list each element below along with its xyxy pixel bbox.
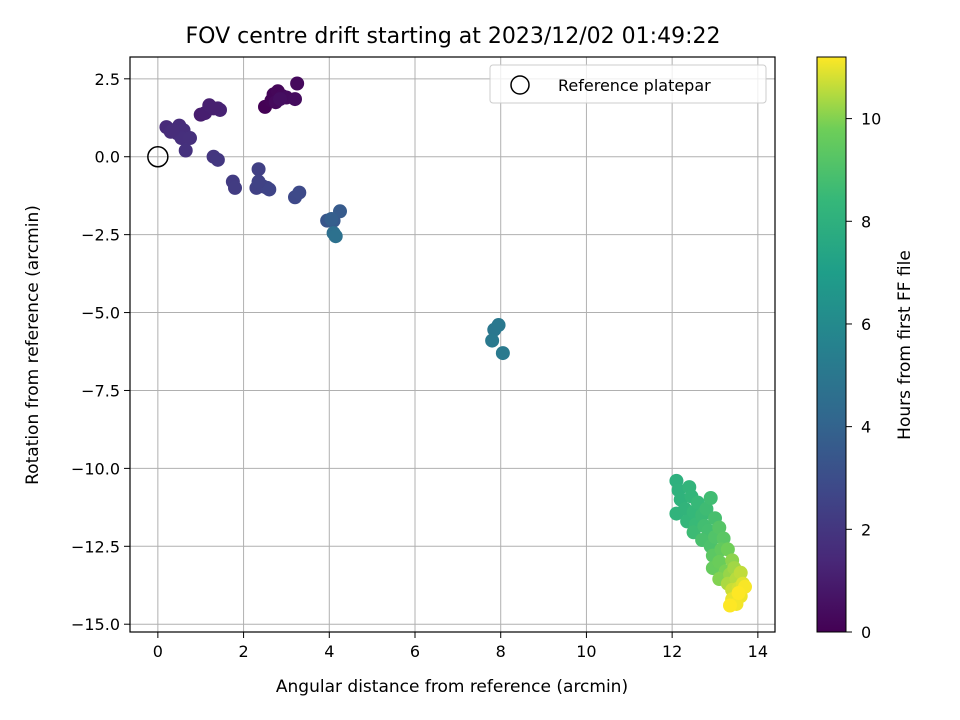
x-axis-label: Angular distance from reference (arcmin) xyxy=(276,677,628,697)
data-point xyxy=(723,598,737,613)
legend: Reference platepar xyxy=(489,64,767,104)
data-point xyxy=(328,229,343,244)
grid xyxy=(130,57,775,632)
chart-title: FOV centre drift starting at 2023/12/02 … xyxy=(186,24,721,49)
data-point xyxy=(288,92,302,107)
x-tick-label: 0 xyxy=(153,642,163,661)
colorbar-label: Hours from first FF file xyxy=(895,250,915,440)
x-tick-label: 14 xyxy=(748,642,768,661)
colorbar-tick-label: 2 xyxy=(861,520,871,539)
reference-marker-group xyxy=(147,145,169,168)
colorbar-gradient xyxy=(817,57,846,632)
y-tick-label: 0.0 xyxy=(95,148,120,167)
x-tick-label: 8 xyxy=(496,642,506,661)
y-tick-label: −12.5 xyxy=(71,537,120,556)
data-point xyxy=(716,531,731,546)
reference-platepar-marker xyxy=(147,145,169,168)
x-tick-label: 4 xyxy=(324,642,334,661)
x-tick-label: 6 xyxy=(410,642,420,661)
y-tick-label: −5.0 xyxy=(81,304,120,323)
data-point xyxy=(495,346,510,361)
data-points xyxy=(159,76,752,613)
colorbar-ticks: 0 2 4 6 8 10 xyxy=(846,110,881,642)
data-point xyxy=(183,131,197,146)
data-point xyxy=(262,182,277,197)
y-tick-label: −2.5 xyxy=(81,226,120,245)
data-point xyxy=(731,586,746,601)
x-axis-ticks: 0 2 4 6 8 10 12 14 xyxy=(153,632,768,661)
y-tick-label: 2.5 xyxy=(95,70,120,89)
data-point xyxy=(178,143,193,158)
data-point xyxy=(324,212,339,227)
data-point xyxy=(165,123,180,138)
plot-frame xyxy=(129,56,776,633)
data-point xyxy=(206,101,221,116)
data-point xyxy=(251,174,266,189)
data-point xyxy=(712,520,727,535)
x-tick-label: 10 xyxy=(576,642,596,661)
y-axis-ticks: 2.5 0.0 −2.5 −5.0 −7.5 −10.0 −12.5 −15.0 xyxy=(71,70,130,634)
data-point xyxy=(703,490,718,505)
legend-reference-marker xyxy=(510,75,530,95)
colorbar-tick-label: 0 xyxy=(861,623,871,642)
data-point xyxy=(290,76,305,91)
data-point xyxy=(720,542,735,557)
colorbar-tick-label: 6 xyxy=(861,315,871,334)
data-point xyxy=(228,180,242,195)
data-point xyxy=(210,152,225,167)
y-tick-label: −7.5 xyxy=(81,381,120,400)
y-tick-label: −10.0 xyxy=(71,459,120,478)
data-point xyxy=(251,162,266,177)
legend-box xyxy=(489,64,767,104)
colorbar-frame xyxy=(816,56,847,633)
data-point xyxy=(292,185,307,200)
data-point xyxy=(491,318,506,333)
data-point xyxy=(733,565,748,580)
data-point xyxy=(485,333,500,348)
colorbar-tick-label: 8 xyxy=(861,212,871,231)
legend-label: Reference platepar xyxy=(558,76,711,95)
y-tick-label: −15.0 xyxy=(71,615,120,634)
x-tick-label: 12 xyxy=(662,642,682,661)
colorbar-tick-label: 10 xyxy=(861,110,881,129)
data-point xyxy=(273,92,287,107)
colorbar: 0 2 4 6 8 10 Hours from first FF file xyxy=(816,56,915,642)
x-tick-label: 2 xyxy=(238,642,248,661)
y-axis-label: Rotation from reference (arcmin) xyxy=(23,205,43,485)
colorbar-tick-label: 4 xyxy=(861,418,871,437)
data-point xyxy=(699,501,714,516)
